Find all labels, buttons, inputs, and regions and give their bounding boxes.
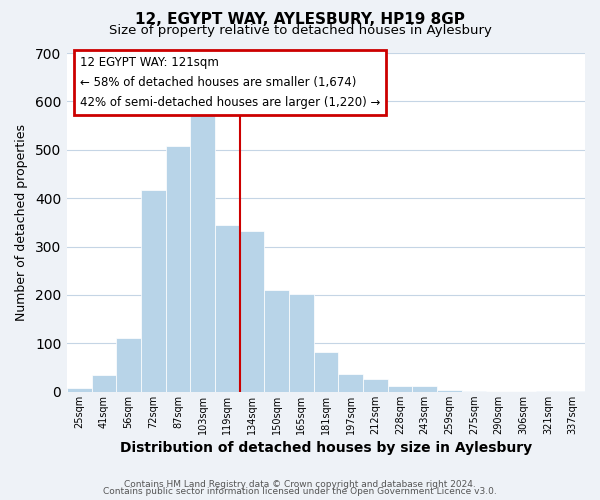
Bar [190,112,215,392]
Bar [314,352,338,392]
Bar [166,146,190,392]
Bar [215,225,239,392]
Bar [412,386,437,392]
Bar [67,388,92,392]
Bar [264,290,289,392]
Bar [92,375,116,392]
Bar [461,391,487,392]
Text: 12 EGYPT WAY: 121sqm
← 58% of detached houses are smaller (1,674)
42% of semi-de: 12 EGYPT WAY: 121sqm ← 58% of detached h… [80,56,380,110]
Bar [239,230,264,392]
Bar [437,390,461,392]
Text: 12, EGYPT WAY, AYLESBURY, HP19 8GP: 12, EGYPT WAY, AYLESBURY, HP19 8GP [135,12,465,28]
Y-axis label: Number of detached properties: Number of detached properties [15,124,28,321]
Bar [289,294,314,392]
Bar [388,386,412,392]
Bar [338,374,363,392]
Bar [141,190,166,392]
Bar [560,391,585,392]
Bar [536,391,560,392]
Text: Size of property relative to detached houses in Aylesbury: Size of property relative to detached ho… [109,24,491,37]
Text: Contains public sector information licensed under the Open Government Licence v3: Contains public sector information licen… [103,487,497,496]
X-axis label: Distribution of detached houses by size in Aylesbury: Distribution of detached houses by size … [120,441,532,455]
Bar [116,338,141,392]
Bar [363,378,388,392]
Text: Contains HM Land Registry data © Crown copyright and database right 2024.: Contains HM Land Registry data © Crown c… [124,480,476,489]
